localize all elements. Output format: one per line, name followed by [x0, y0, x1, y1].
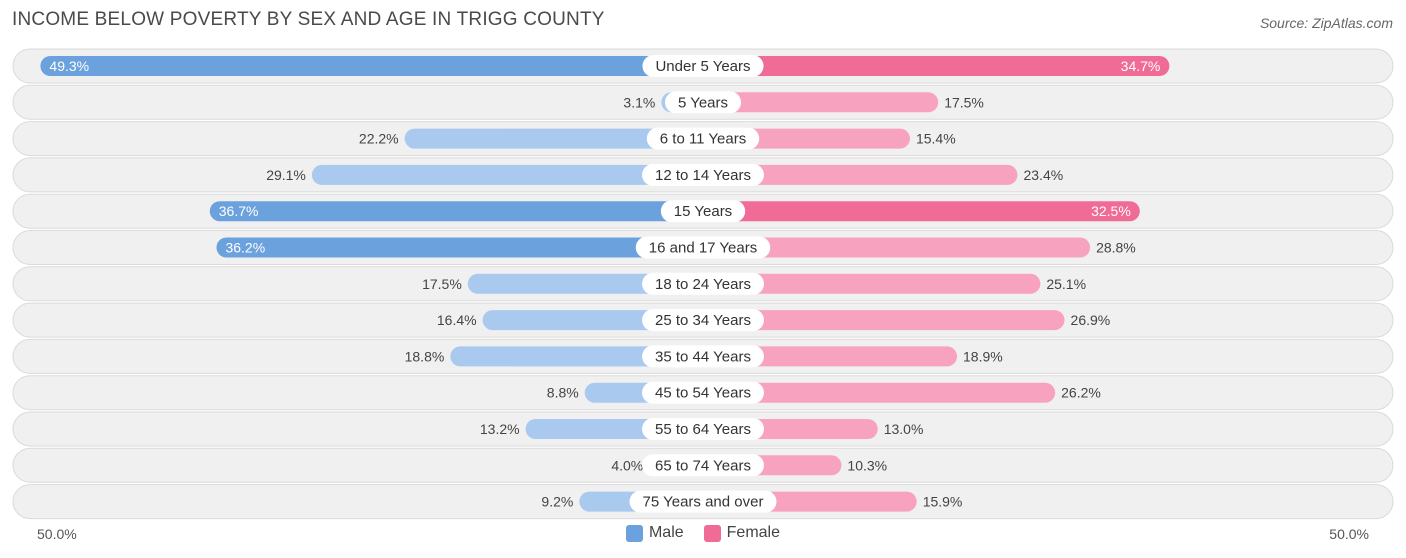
- legend-female-label: Female: [726, 524, 781, 541]
- male-bar[interactable]: [40, 56, 703, 76]
- category-pill: [642, 418, 764, 440]
- female-value-label: 10.3%: [847, 457, 887, 473]
- category-pill: [629, 490, 777, 513]
- male-value-label: 36.7%: [219, 203, 259, 219]
- male-value-label: 4.0%: [611, 457, 643, 473]
- male-value-label: 49.3%: [49, 58, 89, 74]
- category-pill: [642, 381, 764, 404]
- category-pill: [664, 91, 742, 114]
- male-value-label: 9.2%: [541, 494, 573, 510]
- male-swatch-icon: [625, 524, 643, 542]
- category-pill: [642, 309, 764, 332]
- female-value-label: 26.9%: [1071, 312, 1111, 328]
- category-label: Under 5 Years: [655, 58, 750, 75]
- female-bar[interactable]: [703, 382, 1056, 403]
- female-value-label: 28.8%: [1096, 240, 1136, 256]
- chart-row: 29.1% 23.4% 12 to 14 Years: [12, 157, 1394, 193]
- category-pill: [646, 127, 760, 150]
- category-label: 45 to 54 Years: [655, 385, 751, 402]
- female-value-label: 15.4%: [916, 131, 956, 147]
- female-bar[interactable]: [703, 310, 1065, 331]
- category-pill: [642, 345, 764, 368]
- male-bar[interactable]: [450, 346, 703, 367]
- category-label: 55 to 64 Years: [655, 421, 751, 438]
- chart-row: 3.1% 17.5% 5 Years: [12, 84, 1394, 120]
- female-bar[interactable]: [703, 273, 1041, 294]
- chart-row: 49.3% 34.7% Under 5 Years: [12, 48, 1394, 84]
- category-label: 75 Years and over: [643, 494, 764, 511]
- female-value-label: 23.4%: [1023, 167, 1063, 183]
- female-value-label: 34.7%: [1121, 58, 1161, 74]
- female-value-label: 32.5%: [1091, 203, 1131, 219]
- male-value-label: 22.2%: [359, 131, 399, 147]
- axis-right-label: 50.0%: [1329, 526, 1369, 542]
- female-swatch-icon: [703, 524, 721, 542]
- category-pill: [642, 272, 764, 295]
- chart-row: 17.5% 25.1% 18 to 24 Years: [12, 266, 1394, 302]
- chart-row: 9.2% 15.9% 75 Years and over: [12, 484, 1394, 520]
- female-value-label: 15.9%: [923, 494, 963, 510]
- female-bar[interactable]: [703, 201, 1140, 222]
- male-value-label: 16.4%: [437, 312, 477, 328]
- chart-row: 16.4% 26.9% 25 to 34 Years: [12, 302, 1394, 338]
- female-value-label: 26.2%: [1061, 385, 1101, 401]
- chart-row: 8.8% 26.2% 45 to 54 Years: [12, 375, 1394, 411]
- male-value-label: 8.8%: [547, 385, 579, 401]
- male-bar[interactable]: [404, 128, 703, 149]
- female-value-label: 18.9%: [963, 348, 1003, 364]
- category-label: 12 to 14 Years: [655, 167, 751, 184]
- chart-title: INCOME BELOW POVERTY BY SEX AND AGE IN T…: [12, 9, 605, 30]
- female-bar[interactable]: [703, 92, 939, 113]
- male-value-label: 17.5%: [422, 276, 462, 292]
- female-bar[interactable]: [703, 164, 1018, 185]
- legend: Male Female: [0, 524, 1406, 542]
- category-label: 35 to 44 Years: [655, 348, 751, 365]
- category-label: 16 and 17 Years: [649, 240, 757, 257]
- axis-left-label: 50.0%: [37, 526, 77, 542]
- male-value-label: 29.1%: [266, 167, 306, 183]
- category-pill: [660, 200, 746, 223]
- female-value-label: 25.1%: [1046, 276, 1086, 292]
- category-pill: [635, 236, 771, 259]
- female-bar[interactable]: [703, 346, 958, 367]
- female-value-label: 17.5%: [944, 94, 984, 110]
- male-value-label: 36.2%: [225, 240, 265, 256]
- legend-male-label: Male: [648, 524, 684, 541]
- male-bar[interactable]: [311, 164, 703, 185]
- category-label: 5 Years: [678, 94, 728, 111]
- chart-row: 36.7% 32.5% 15 Years: [12, 193, 1394, 229]
- chart-row: 18.8% 18.9% 35 to 44 Years: [12, 338, 1394, 374]
- legend-item-male[interactable]: Male: [625, 524, 684, 542]
- male-bar[interactable]: [216, 237, 704, 258]
- legend-item-female[interactable]: Female: [703, 524, 781, 542]
- male-bar[interactable]: [209, 201, 703, 222]
- category-pill: [642, 55, 764, 77]
- chart-row: 36.2% 28.8% 16 and 17 Years: [12, 230, 1394, 265]
- category-pill: [642, 163, 764, 186]
- male-value-label: 13.2%: [480, 421, 520, 437]
- female-bar[interactable]: [703, 56, 1170, 76]
- female-bar[interactable]: [703, 237, 1091, 258]
- category-label: 25 to 34 Years: [655, 312, 751, 329]
- chart-row: 13.2% 13.0% 55 to 64 Years: [12, 411, 1394, 447]
- chart-row: 22.2% 15.4% 6 to 11 Years: [12, 121, 1394, 157]
- category-pill: [642, 454, 764, 477]
- source-label: Source: ZipAtlas.com: [1259, 15, 1393, 31]
- male-value-label: 3.1%: [623, 94, 655, 110]
- male-value-label: 18.8%: [405, 348, 445, 364]
- category-label: 15 Years: [674, 203, 732, 220]
- category-label: 6 to 11 Years: [660, 131, 746, 148]
- female-value-label: 13.0%: [884, 421, 924, 437]
- category-label: 65 to 74 Years: [655, 457, 751, 474]
- category-label: 18 to 24 Years: [655, 276, 751, 293]
- chart-row: 4.0% 10.3% 65 to 74 Years: [12, 447, 1394, 483]
